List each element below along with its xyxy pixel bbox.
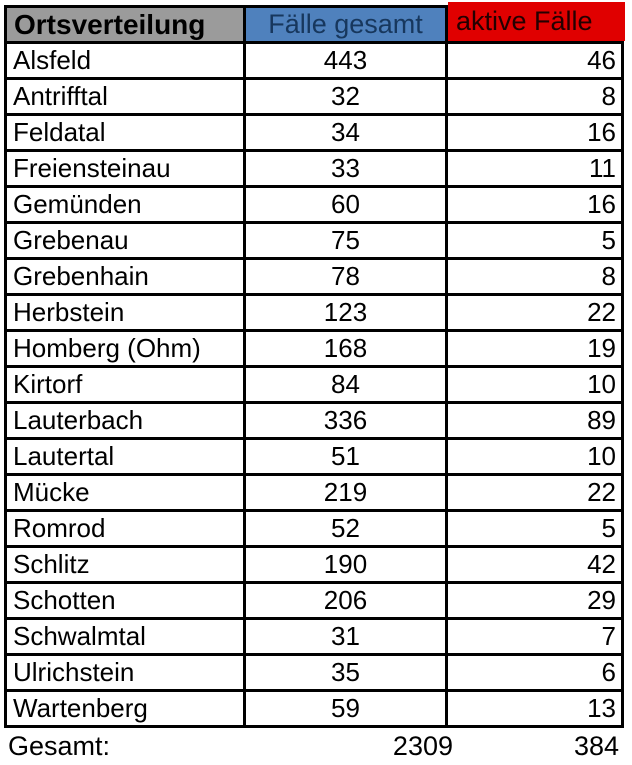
table-row: Wartenberg 59 13 xyxy=(4,689,624,728)
table-row: Schlitz 190 42 xyxy=(4,545,624,584)
total-cases-cell: 168 xyxy=(243,329,448,368)
active-cases-cell: 46 xyxy=(445,41,624,80)
place-name-cell: Kirtorf xyxy=(4,365,246,404)
total-cases-cell: 31 xyxy=(243,617,448,656)
place-name-cell: Feldatal xyxy=(4,113,246,152)
active-cases-cell: 8 xyxy=(445,77,624,116)
table-row: Mücke 219 22 xyxy=(4,473,624,512)
active-cases-cell: 16 xyxy=(445,185,624,224)
total-cases-cell: 219 xyxy=(243,473,448,512)
totals-total-cases: 2309 xyxy=(392,731,453,761)
table-row: Alsfeld 443 46 xyxy=(4,41,624,80)
table-body: Alsfeld 443 46 Antrifftal 32 8 Feldatal 34 16 Fre… xyxy=(4,41,624,728)
total-cases-cell: 190 xyxy=(243,545,448,584)
total-cases-cell: 60 xyxy=(243,185,448,224)
table-row: Lauterbach 336 89 xyxy=(4,401,624,440)
table-row: Herbstein 123 22 xyxy=(4,293,624,332)
place-name-cell: Schwalmtal xyxy=(4,617,246,656)
totals-active-cases: 384 xyxy=(573,731,619,761)
active-cases-cell: 29 xyxy=(445,581,624,620)
table-row: Gemünden 60 16 xyxy=(4,185,624,224)
place-name-cell: Grebenhain xyxy=(4,257,246,296)
table-row: Homberg (Ohm) 168 19 xyxy=(4,329,624,368)
place-name-cell: Antrifftal xyxy=(4,77,246,116)
table-row: Freiensteinau 33 11 xyxy=(4,149,624,188)
active-cases-cell: 10 xyxy=(445,437,624,476)
table-row: Lautertal 51 10 xyxy=(4,437,624,476)
active-cases-cell: 42 xyxy=(445,545,624,584)
place-name-cell: Gemünden xyxy=(4,185,246,224)
active-cases-cell: 6 xyxy=(445,653,624,692)
place-name-cell: Alsfeld xyxy=(4,41,246,80)
table-row: Feldatal 34 16 xyxy=(4,113,624,152)
place-name-cell: Herbstein xyxy=(4,293,246,332)
totals-label: Gesamt: xyxy=(8,731,111,761)
table-row: Ulrichstein 35 6 xyxy=(4,653,624,692)
place-name-cell: Ulrichstein xyxy=(4,653,246,692)
place-name-cell: Mücke xyxy=(4,473,246,512)
place-name-cell: Homberg (Ohm) xyxy=(4,329,246,368)
total-cases-cell: 78 xyxy=(243,257,448,296)
header-place: Ortsverteilung xyxy=(4,5,246,44)
place-name-cell: Romrod xyxy=(4,509,246,548)
active-cases-cell: 11 xyxy=(445,149,624,188)
place-name-cell: Freiensteinau xyxy=(4,149,246,188)
active-cases-cell: 8 xyxy=(445,257,624,296)
active-cases-cell: 89 xyxy=(445,401,624,440)
total-cases-cell: 35 xyxy=(243,653,448,692)
table-row: Schotten 206 29 xyxy=(4,581,624,620)
place-name-cell: Wartenberg xyxy=(4,689,246,728)
header-active-cases-label: aktive Fälle xyxy=(448,2,625,41)
table-row: Grebenhain 78 8 xyxy=(4,257,624,296)
table-row: Antrifftal 32 8 xyxy=(4,77,624,116)
total-cases-cell: 123 xyxy=(243,293,448,332)
total-cases-cell: 59 xyxy=(243,689,448,728)
active-cases-cell: 16 xyxy=(445,113,624,152)
total-cases-cell: 33 xyxy=(243,149,448,188)
table-row: Schwalmtal 31 7 xyxy=(4,617,624,656)
total-cases-cell: 84 xyxy=(243,365,448,404)
total-cases-cell: 34 xyxy=(243,113,448,152)
total-cases-cell: 75 xyxy=(243,221,448,260)
active-cases-cell: 22 xyxy=(445,473,624,512)
place-name-cell: Schotten xyxy=(4,581,246,620)
active-cases-cell: 22 xyxy=(445,293,624,332)
active-cases-cell: 19 xyxy=(445,329,624,368)
table-row: Romrod 52 5 xyxy=(4,509,624,548)
total-cases-cell: 52 xyxy=(243,509,448,548)
totals-row: Gesamt: 2309 384 xyxy=(4,729,621,763)
total-cases-cell: 336 xyxy=(243,401,448,440)
table-row: Kirtorf 84 10 xyxy=(4,365,624,404)
active-cases-cell: 7 xyxy=(445,617,624,656)
total-cases-cell: 206 xyxy=(243,581,448,620)
total-cases-cell: 443 xyxy=(243,41,448,80)
place-name-cell: Grebenau xyxy=(4,221,246,260)
active-cases-cell: 13 xyxy=(445,689,624,728)
place-name-cell: Lauterbach xyxy=(4,401,246,440)
total-cases-cell: 51 xyxy=(243,437,448,476)
table-row: Grebenau 75 5 xyxy=(4,221,624,260)
active-cases-cell: 10 xyxy=(445,365,624,404)
active-cases-cell: 5 xyxy=(445,509,624,548)
header-total-cases: Fälle gesamt xyxy=(243,5,448,44)
total-cases-cell: 32 xyxy=(243,77,448,116)
place-name-cell: Lautertal xyxy=(4,437,246,476)
place-name-cell: Schlitz xyxy=(4,545,246,584)
active-cases-cell: 5 xyxy=(445,221,624,260)
cases-table: Ortsverteilung Fälle gesamt Alsfeld 443 46… xyxy=(4,5,624,728)
